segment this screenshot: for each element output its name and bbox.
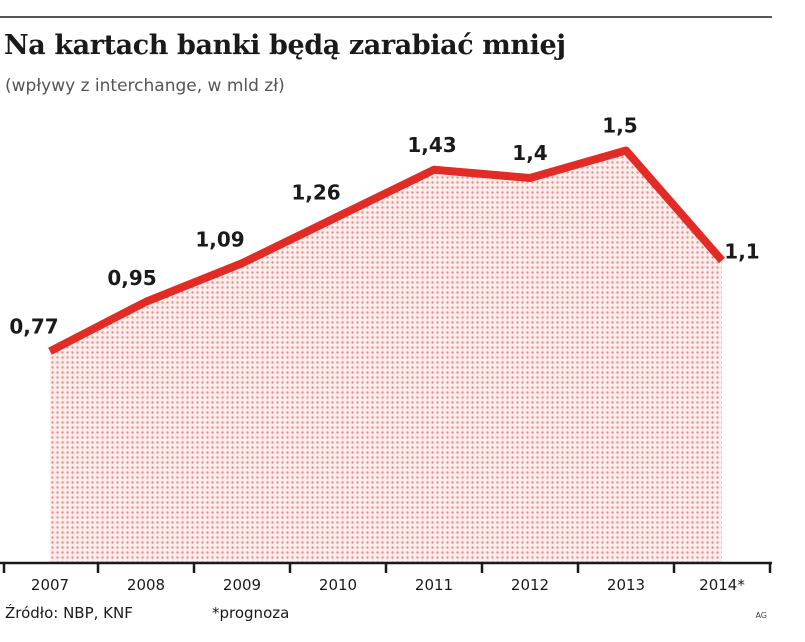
chart-subtitle: (wpływy z interchange, w mld zł)	[5, 76, 285, 96]
credit-initials: AG	[755, 611, 767, 620]
x-tick-label: 2011	[415, 576, 453, 594]
data-label: 1,5	[602, 114, 637, 138]
area-fill	[50, 150, 722, 563]
series-line	[48, 146, 726, 355]
chart-title: Na kartach banki będą zarabiać mniej	[4, 30, 566, 61]
data-label: 1,1	[724, 240, 759, 264]
x-tick-label: 2014*	[699, 576, 745, 594]
data-label: 0,77	[9, 314, 58, 338]
top-rule	[0, 16, 772, 18]
source-note: Źródło: NBP, KNF	[5, 604, 133, 622]
x-tick-label: 2010	[319, 576, 357, 594]
x-tick-label: 2007	[31, 576, 69, 594]
data-label: 1,4	[512, 141, 547, 165]
area-chart: 2007 2008 2009 2010 2011 2012 2013 2014* 0,77 0,…	[0, 114, 772, 594]
x-tick-label: 2012	[511, 576, 549, 594]
data-label: 1,43	[407, 133, 456, 157]
x-tick-label: 2009	[223, 576, 261, 594]
data-label: 1,26	[291, 181, 340, 205]
x-tick-label: 2008	[127, 576, 165, 594]
data-label: 1,09	[195, 227, 244, 251]
forecast-note: *prognoza	[212, 604, 290, 622]
x-tick-label: 2013	[607, 576, 645, 594]
data-label: 0,95	[107, 266, 156, 290]
